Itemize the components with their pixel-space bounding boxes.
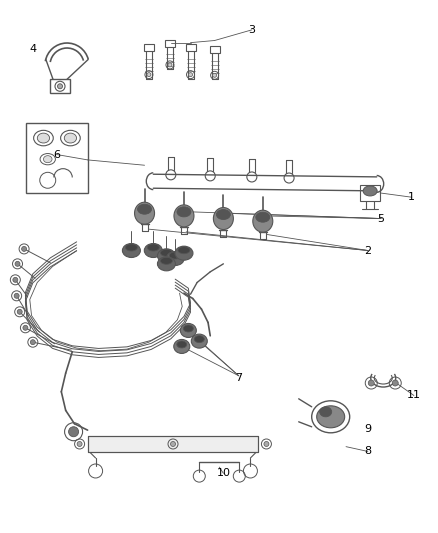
Ellipse shape xyxy=(320,407,332,417)
Ellipse shape xyxy=(253,210,273,232)
Ellipse shape xyxy=(213,207,233,230)
Ellipse shape xyxy=(43,156,52,163)
Text: 3: 3 xyxy=(248,25,255,35)
Circle shape xyxy=(23,325,28,330)
Text: 8: 8 xyxy=(364,447,371,456)
Ellipse shape xyxy=(194,336,204,343)
Text: 1: 1 xyxy=(408,192,415,202)
Bar xyxy=(144,44,154,51)
Circle shape xyxy=(212,74,217,77)
Ellipse shape xyxy=(180,324,196,337)
Text: 4: 4 xyxy=(29,44,36,54)
Circle shape xyxy=(14,293,19,298)
Bar xyxy=(360,185,380,201)
Ellipse shape xyxy=(177,341,187,348)
Text: 10: 10 xyxy=(216,469,230,478)
Ellipse shape xyxy=(37,133,49,143)
Ellipse shape xyxy=(157,257,176,271)
Ellipse shape xyxy=(138,204,152,214)
Bar xyxy=(88,436,258,452)
Text: 2: 2 xyxy=(364,246,371,255)
Ellipse shape xyxy=(157,249,176,263)
Ellipse shape xyxy=(147,244,159,251)
Text: 9: 9 xyxy=(364,424,371,434)
Text: 6: 6 xyxy=(53,150,60,159)
Circle shape xyxy=(13,277,18,282)
Ellipse shape xyxy=(363,186,377,196)
Ellipse shape xyxy=(174,205,194,227)
Ellipse shape xyxy=(216,209,230,220)
Text: 5: 5 xyxy=(378,214,385,223)
Ellipse shape xyxy=(178,247,190,254)
Ellipse shape xyxy=(144,244,162,257)
Ellipse shape xyxy=(174,340,190,353)
Circle shape xyxy=(21,246,27,252)
Ellipse shape xyxy=(134,202,155,224)
Circle shape xyxy=(17,309,22,314)
Circle shape xyxy=(57,84,63,89)
Circle shape xyxy=(368,380,374,386)
Circle shape xyxy=(188,72,193,77)
Bar xyxy=(165,40,175,47)
Circle shape xyxy=(264,441,269,447)
Bar xyxy=(26,123,88,193)
Ellipse shape xyxy=(191,334,207,348)
Ellipse shape xyxy=(125,244,138,251)
Text: 11: 11 xyxy=(407,391,421,400)
Ellipse shape xyxy=(317,406,345,428)
Circle shape xyxy=(69,427,78,437)
Bar xyxy=(50,79,70,93)
Bar xyxy=(210,46,219,53)
Ellipse shape xyxy=(166,252,184,265)
Bar xyxy=(186,44,195,51)
Ellipse shape xyxy=(256,212,270,222)
Ellipse shape xyxy=(122,244,141,257)
Circle shape xyxy=(168,63,172,67)
Text: 7: 7 xyxy=(235,374,242,383)
Circle shape xyxy=(170,441,176,447)
Circle shape xyxy=(77,441,82,447)
Ellipse shape xyxy=(184,325,193,332)
Ellipse shape xyxy=(169,252,181,259)
Bar xyxy=(88,436,258,452)
Circle shape xyxy=(392,380,398,386)
Ellipse shape xyxy=(160,249,173,256)
Ellipse shape xyxy=(175,246,193,260)
Circle shape xyxy=(147,72,151,77)
Circle shape xyxy=(30,340,35,345)
Ellipse shape xyxy=(177,207,191,217)
Ellipse shape xyxy=(160,257,173,264)
Circle shape xyxy=(15,261,20,266)
Ellipse shape xyxy=(64,133,77,143)
